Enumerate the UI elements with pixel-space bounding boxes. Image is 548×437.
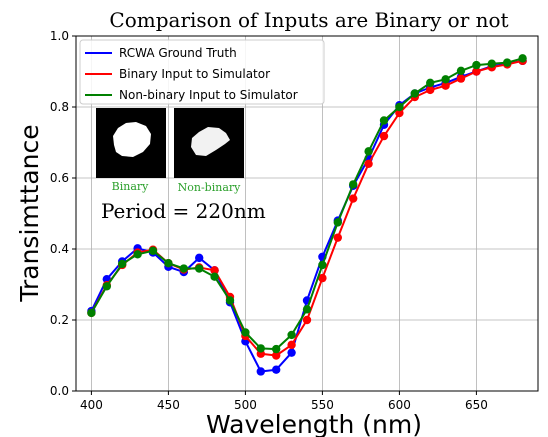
data-point — [210, 266, 219, 275]
data-point — [503, 58, 512, 67]
x-tick-label: 550 — [311, 398, 334, 412]
data-point — [302, 305, 312, 314]
data-point — [164, 259, 173, 268]
y-tick-label: 0.0 — [50, 384, 69, 398]
data-point — [241, 328, 250, 337]
x-tick-label: 650 — [465, 398, 488, 412]
y-tick-label: 0.8 — [50, 100, 69, 114]
data-point — [395, 102, 404, 112]
data-point — [456, 74, 466, 83]
x-axis-label: Wavelength (nm) — [206, 410, 422, 437]
data-point — [318, 260, 327, 270]
data-point — [379, 116, 389, 125]
series-group — [87, 54, 527, 376]
data-point — [210, 272, 219, 281]
data-point — [195, 253, 204, 263]
data-point — [272, 351, 281, 360]
data-point — [225, 296, 235, 305]
data-point — [426, 85, 435, 95]
data-point — [179, 264, 188, 273]
legend-entry-label: Non-binary Input to Simulator — [119, 88, 298, 102]
x-tick-label: 450 — [157, 398, 180, 412]
data-point — [349, 194, 358, 203]
data-point — [349, 180, 358, 189]
x-tick-label: 400 — [80, 398, 103, 412]
legend-entry-label: RCWA Ground Truth — [119, 46, 237, 60]
data-point — [518, 54, 527, 63]
axes-frame — [75, 35, 539, 392]
nonbinary-pattern-shape — [191, 127, 230, 156]
tick-labels: 400 450 500 550 600 650 0.0 0.2 0.4 0.6 0.8 1.0 — [50, 29, 488, 412]
legend-entry-label: Binary Input to Simulator — [119, 67, 270, 81]
binary-label: Binary — [112, 180, 150, 193]
data-point — [472, 60, 481, 70]
y-tick-label: 1.0 — [50, 29, 69, 43]
nonbinary-label: Non-binary — [178, 181, 242, 194]
data-point — [364, 159, 373, 168]
y-tick-label: 0.2 — [50, 313, 69, 327]
legend-box — [79, 39, 325, 105]
data-point — [287, 348, 296, 357]
series-3 — [87, 54, 527, 354]
x-tick-label: 600 — [388, 398, 411, 412]
data-point — [379, 131, 389, 141]
y-axis-label: Transimttance — [15, 124, 44, 302]
data-point — [272, 365, 281, 374]
data-point — [487, 59, 496, 68]
y-tick-label: 0.6 — [50, 171, 69, 185]
x-tick-label: 500 — [234, 398, 257, 412]
binary-pattern-shape — [113, 122, 151, 157]
data-point — [364, 147, 373, 156]
legend: RCWA Ground Truth Binary Input to Simulat… — [79, 39, 325, 105]
period-annotation: Period = 220nm — [101, 199, 266, 223]
data-point — [472, 67, 481, 76]
data-point — [133, 250, 142, 259]
data-point — [148, 246, 158, 255]
chart-title: Comparison of Inputs are Binary or not — [109, 8, 508, 32]
y-tick-label: 0.4 — [50, 242, 69, 256]
data-point — [287, 330, 296, 340]
data-point — [456, 66, 466, 75]
data-point — [333, 218, 342, 227]
data-point — [410, 89, 419, 98]
inset-annotation: Binary Non-binary Period = 220nm — [96, 108, 266, 223]
data-point — [256, 367, 265, 376]
data-point — [333, 233, 342, 242]
data-point — [426, 78, 435, 88]
data-point — [272, 344, 281, 354]
data-point — [441, 81, 450, 90]
data-point — [256, 344, 265, 353]
plot-frame — [75, 35, 539, 392]
data-point — [395, 108, 404, 118]
data-point — [87, 308, 96, 318]
data-point — [318, 273, 327, 283]
data-point — [102, 282, 112, 291]
data-point — [118, 259, 127, 269]
data-point — [195, 264, 204, 273]
data-point — [441, 75, 450, 84]
data-point — [287, 340, 296, 350]
data-point — [302, 315, 312, 325]
